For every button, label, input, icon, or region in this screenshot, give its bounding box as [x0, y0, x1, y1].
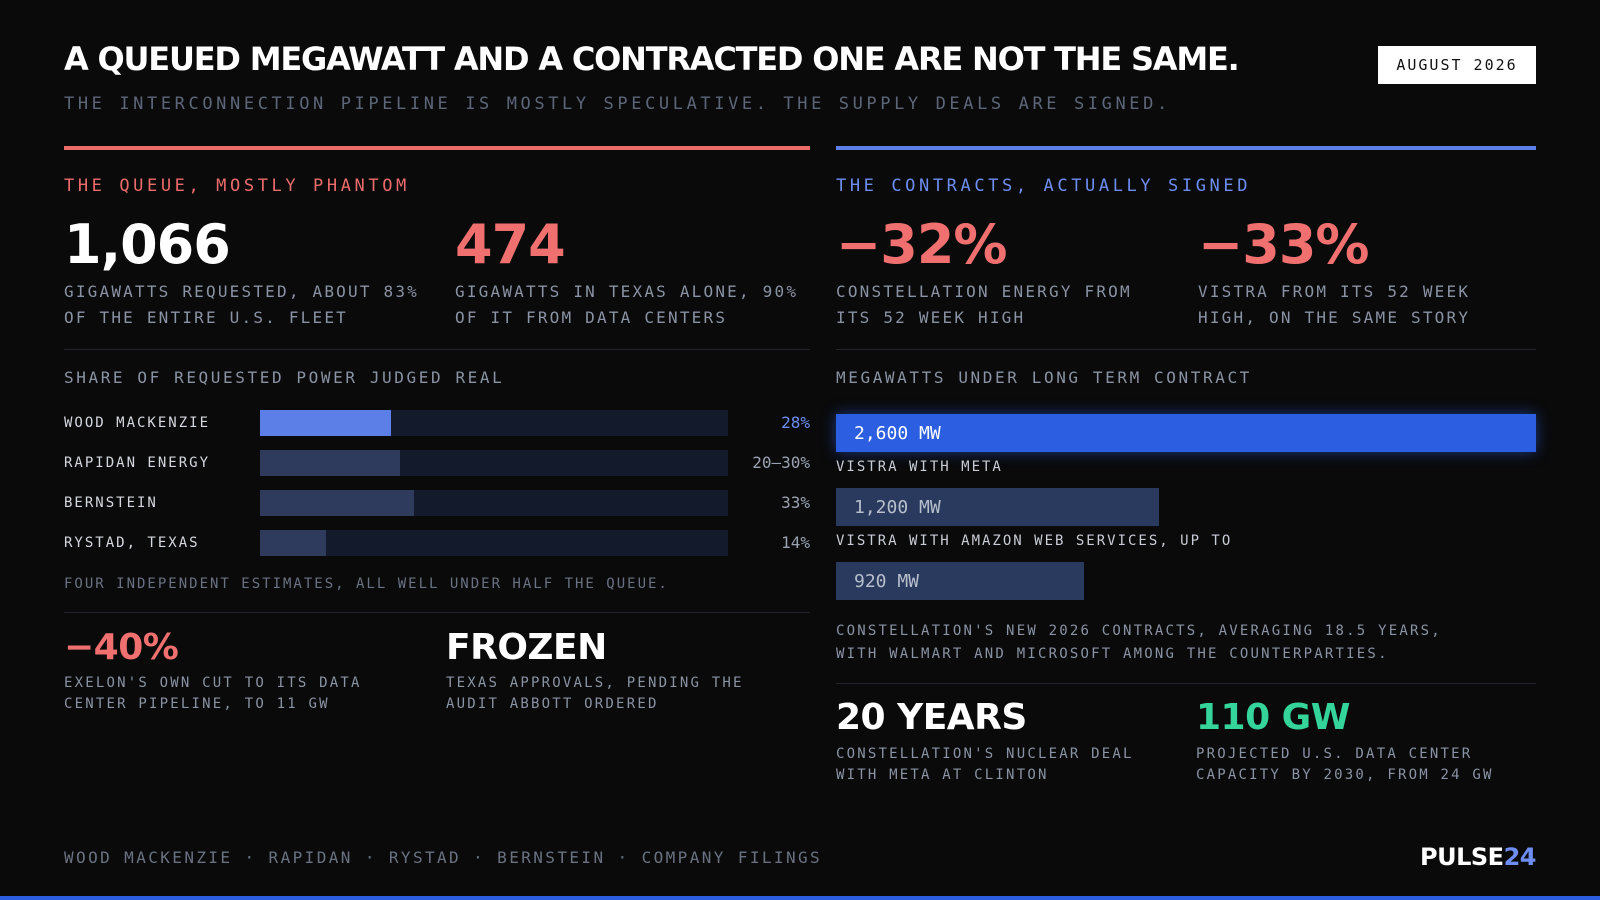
- bar-track: [260, 530, 728, 556]
- contract-bar: 2,600 MW: [836, 414, 1536, 452]
- vistra-stat-caption: VISTRA FROM ITS 52 WEEK HIGH, ON THE SAM…: [1198, 279, 1470, 331]
- contracts-title: MEGAWATTS UNDER LONG TERM CONTRACT: [836, 368, 1252, 387]
- bar-fill: [260, 490, 414, 516]
- footer-sources: WOOD MACKENZIE · RAPIDAN · RYSTAD · BERN…: [64, 848, 823, 867]
- date-badge: AUGUST 2026: [1378, 46, 1536, 84]
- bar-value: 33%: [781, 493, 810, 512]
- texas-stat-caption: GIGAWATTS IN TEXAS ALONE, 90% OF IT FROM…: [455, 279, 798, 331]
- years-stat-value: 20 YEARS: [836, 697, 1027, 738]
- bars-note: FOUR INDEPENDENT ESTIMATES, ALL WELL UND…: [64, 576, 669, 592]
- constellation-stat-value: −32%: [836, 213, 1007, 276]
- caption-line: OF IT FROM DATA CENTERS: [455, 308, 728, 327]
- contract-bar: 1,200 MW: [836, 488, 1159, 526]
- brand-logo: PULSE24: [1420, 843, 1536, 871]
- bar-label: RAPIDAN ENERGY: [64, 455, 211, 471]
- contract-bar-value: 920 MW: [854, 570, 920, 592]
- years-stat-caption: CONSTELLATION'S NUCLEAR DEAL WITH META A…: [836, 744, 1134, 786]
- bar-fill: [260, 410, 391, 436]
- bar-value: 14%: [781, 533, 810, 552]
- caption-line: EXELON'S OWN CUT TO ITS DATA: [64, 675, 362, 691]
- capacity-stat-value: 110 GW: [1196, 697, 1350, 738]
- contracts-note: CONSTELLATION'S NEW 2026 CONTRACTS, AVER…: [836, 620, 1442, 666]
- contract-bar-value: 2,600 MW: [854, 422, 941, 444]
- logo-accent: 24: [1503, 843, 1537, 871]
- queue-stat-value: 1,066: [64, 213, 231, 276]
- right-divider-lower: [836, 683, 1536, 684]
- caption-line: CENTER PIPELINE, TO 11 GW: [64, 696, 330, 712]
- caption-line: GIGAWATTS IN TEXAS ALONE, 90%: [455, 282, 799, 301]
- left-divider: [64, 349, 810, 350]
- bar-track: [260, 490, 728, 516]
- bottom-accent-bar: [0, 896, 1600, 900]
- left-section-label: THE QUEUE, MOSTLY PHANTOM: [64, 176, 410, 196]
- frozen-stat-value: FROZEN: [446, 627, 607, 668]
- bar-fill: [260, 530, 326, 556]
- caption-line: AUDIT ABBOTT ORDERED: [446, 696, 659, 712]
- right-divider: [836, 349, 1536, 350]
- bar-value: 28%: [781, 413, 810, 432]
- bar-label: RYSTAD, TEXAS: [64, 535, 200, 551]
- texas-stat-value: 474: [455, 213, 566, 276]
- caption-line: OF THE ENTIRE U.S. FLEET: [64, 308, 348, 327]
- caption-line: PROJECTED U.S. DATA CENTER: [1196, 746, 1473, 762]
- capacity-stat-caption: PROJECTED U.S. DATA CENTER CAPACITY BY 2…: [1196, 744, 1494, 786]
- contract-bar: 920 MW: [836, 562, 1084, 600]
- vistra-stat-value: −33%: [1198, 213, 1369, 276]
- bars-title: SHARE OF REQUESTED POWER JUDGED REAL: [64, 368, 505, 387]
- caption-line: CONSTELLATION ENERGY FROM: [836, 282, 1132, 301]
- note-line: CONSTELLATION'S NEW 2026 CONTRACTS, AVER…: [836, 623, 1442, 639]
- caption-line: ITS 52 WEEK HIGH: [836, 308, 1026, 327]
- contract-bar-label: VISTRA WITH META: [836, 459, 1003, 475]
- page-subtitle: THE INTERCONNECTION PIPELINE IS MOSTLY S…: [64, 94, 1171, 114]
- bar-label: BERNSTEIN: [64, 495, 158, 511]
- caption-line: CONSTELLATION'S NUCLEAR DEAL: [836, 746, 1134, 762]
- exelon-stat-value: −40%: [64, 627, 179, 668]
- left-column-rule: [64, 146, 810, 150]
- caption-line: VISTRA FROM ITS 52 WEEK: [1198, 282, 1471, 301]
- frozen-stat-caption: TEXAS APPROVALS, PENDING THE AUDIT ABBOT…: [446, 673, 744, 715]
- exelon-stat-caption: EXELON'S OWN CUT TO ITS DATA CENTER PIPE…: [64, 673, 362, 715]
- contract-bar-value: 1,200 MW: [854, 496, 941, 518]
- caption-line: CAPACITY BY 2030, FROM 24 GW: [1196, 767, 1494, 783]
- queue-stat-caption: GIGAWATTS REQUESTED, ABOUT 83% OF THE EN…: [64, 279, 419, 331]
- caption-line: HIGH, ON THE SAME STORY: [1198, 308, 1471, 327]
- bar-value: 20–30%: [752, 453, 810, 472]
- caption-line: GIGAWATTS REQUESTED, ABOUT 83%: [64, 282, 419, 301]
- bar-label: WOOD MACKENZIE: [64, 415, 211, 431]
- caption-line: TEXAS APPROVALS, PENDING THE: [446, 675, 744, 691]
- right-section-label: THE CONTRACTS, ACTUALLY SIGNED: [836, 176, 1252, 196]
- logo-main: PULSE: [1420, 843, 1504, 871]
- page-title: A QUEUED MEGAWATT AND A CONTRACTED ONE A…: [64, 40, 1240, 78]
- left-divider-lower: [64, 612, 810, 613]
- bar-track: [260, 410, 728, 436]
- note-line: WITH WALMART AND MICROSOFT AMONG THE COU…: [836, 646, 1389, 662]
- bar-fill: [260, 450, 400, 476]
- right-column-rule: [836, 146, 1536, 150]
- contract-bar-label: VISTRA WITH AMAZON WEB SERVICES, UP TO: [836, 533, 1233, 549]
- caption-line: WITH META AT CLINTON: [836, 767, 1049, 783]
- constellation-stat-caption: CONSTELLATION ENERGY FROM ITS 52 WEEK HI…: [836, 279, 1132, 331]
- bar-track: [260, 450, 728, 476]
